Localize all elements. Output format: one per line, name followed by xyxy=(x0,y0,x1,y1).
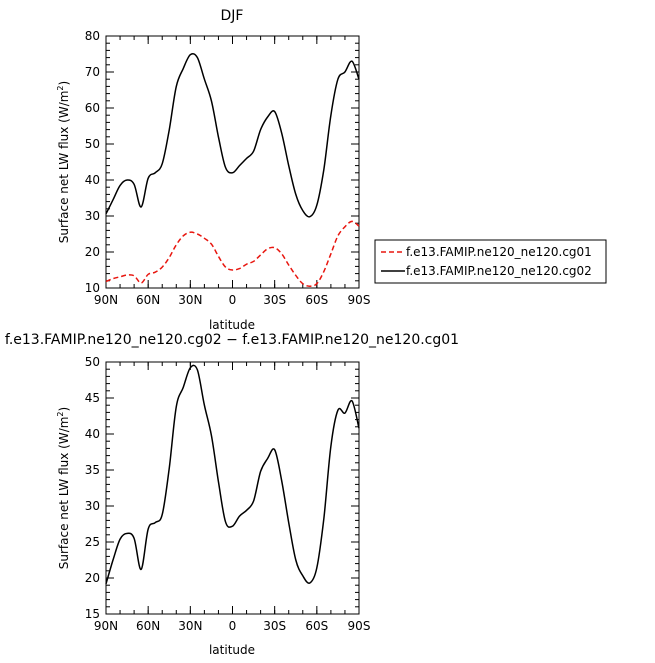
bottom-x-tick-label: 30S xyxy=(263,619,286,633)
panel-bottom-title: f.e13.FAMIP.ne120_ne120.cg02 − f.e13.FAM… xyxy=(5,332,459,348)
top-y-tick-label: 10 xyxy=(85,281,100,295)
top-x-tick-label: 60S xyxy=(305,293,328,307)
bottom-plot-frame xyxy=(105,361,360,615)
legend: f.e13.FAMIP.ne120_ne120.cg01 f.e13.FAMIP… xyxy=(374,239,607,284)
bottom-x-tick-label: 30N xyxy=(178,619,202,633)
bottom-y-tick-label: 20 xyxy=(85,571,100,585)
top-y-tick-label: 50 xyxy=(85,137,100,151)
bottom-y-tick-label: 25 xyxy=(85,535,100,549)
panel-bottom-ylabel: Surface net LW flux (W/m2) xyxy=(56,407,71,569)
panel-top-title: DJF xyxy=(221,8,244,24)
bottom-x-tick-label: 90N xyxy=(94,619,118,633)
top-x-tick-label: 90N xyxy=(94,293,118,307)
top-series-line-0 xyxy=(105,220,360,287)
top-y-tick-label: 40 xyxy=(85,173,100,187)
legend-label-cg01: f.e13.FAMIP.ne120_ne120.cg01 xyxy=(406,245,592,259)
legend-label-cg02: f.e13.FAMIP.ne120_ne120.cg02 xyxy=(406,264,592,278)
top-y-tick-label: 80 xyxy=(85,29,100,43)
bottom-x-tick-label: 90S xyxy=(348,619,371,633)
bottom-y-tick-label: 40 xyxy=(85,427,100,441)
panel-top-ylabel: Surface net LW flux (W/m2) xyxy=(56,81,71,243)
bottom-x-tick-label: 60N xyxy=(136,619,160,633)
bottom-y-tick-label: 50 xyxy=(85,355,100,369)
top-x-tick-label: 60N xyxy=(136,293,160,307)
top-x-tick-label: 30N xyxy=(178,293,202,307)
top-series-line-1 xyxy=(105,52,360,218)
top-x-tick-label: 30S xyxy=(263,293,286,307)
bottom-y-tick-label: 30 xyxy=(85,499,100,513)
bottom-y-tick-label: 35 xyxy=(85,463,100,477)
top-x-tick-label: 90S xyxy=(348,293,371,307)
top-y-tick-label: 30 xyxy=(85,209,100,223)
bottom-series-line-0 xyxy=(105,364,360,585)
top-x-tick-label: 0 xyxy=(229,293,237,307)
top-plot-frame xyxy=(105,35,360,289)
top-y-tick-label: 20 xyxy=(85,245,100,259)
panel-top-xlabel: latitude xyxy=(209,318,255,332)
bottom-x-tick-label: 60S xyxy=(305,619,328,633)
top-y-tick-label: 60 xyxy=(85,101,100,115)
panel-top: DJF Surface net LW flux (W/m2) latitude … xyxy=(56,8,370,332)
bottom-y-tick-label: 45 xyxy=(85,391,100,405)
legend-box xyxy=(374,239,607,284)
bottom-y-tick-label: 15 xyxy=(85,607,100,621)
bottom-x-tick-label: 0 xyxy=(229,619,237,633)
panel-bottom-xlabel: latitude xyxy=(209,643,255,657)
panel-bottom: f.e13.FAMIP.ne120_ne120.cg02 − f.e13.FAM… xyxy=(5,332,459,657)
top-y-tick-label: 70 xyxy=(85,65,100,79)
